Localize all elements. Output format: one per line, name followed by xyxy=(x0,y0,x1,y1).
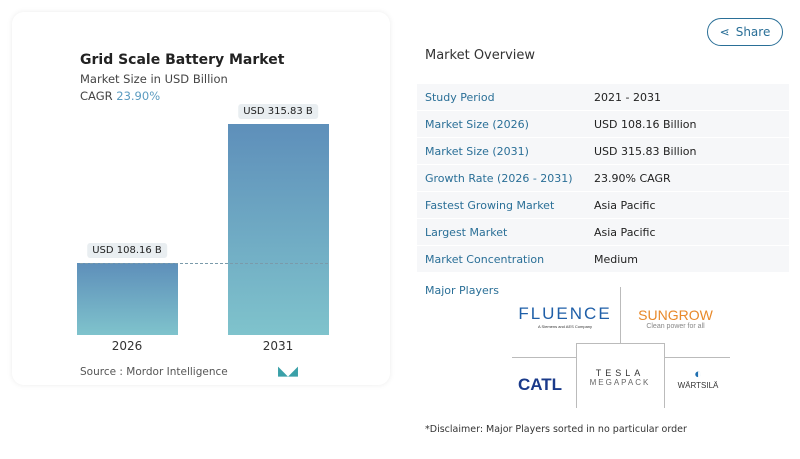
overview-row: Growth Rate (2026 - 2031) 23.90% CAGR xyxy=(417,165,789,192)
overview-row: Largest Market Asia Pacific xyxy=(417,219,789,246)
cagr-value: 23.90% xyxy=(116,89,161,103)
bar-2031 xyxy=(228,124,329,335)
row-value: Asia Pacific xyxy=(594,225,656,239)
divider xyxy=(620,287,621,343)
row-value: USD 315.83 Billion xyxy=(594,144,697,158)
overview-row: Market Size (2026) USD 108.16 Billion xyxy=(417,111,789,138)
mordor-logo-icon: ◣◢ xyxy=(278,364,298,379)
tesla-megapack-logo: TESLA MEGAPACK xyxy=(589,368,651,387)
row-label: Fastest Growing Market xyxy=(425,198,555,212)
row-value: USD 108.16 Billion xyxy=(594,117,697,131)
disclaimer: *Disclaimer: Major Players sorted in no … xyxy=(425,424,687,435)
row-value: Asia Pacific xyxy=(594,198,656,212)
bar-2026 xyxy=(77,262,178,335)
share-button[interactable]: ⋖ Share xyxy=(707,18,783,46)
share-label: Share xyxy=(735,25,771,39)
row-label: Market Concentration xyxy=(425,252,545,266)
overview-row: Study Period 2021 - 2031 xyxy=(417,84,789,111)
overview-row: Fastest Growing Market Asia Pacific xyxy=(417,192,789,219)
row-value: 23.90% CAGR xyxy=(594,171,671,185)
x-tick-label: 2031 xyxy=(262,339,294,353)
row-label: Growth Rate (2026 - 2031) xyxy=(425,171,573,185)
wartsila-logo: ◐ WÄRTSILÄ xyxy=(677,366,719,390)
tesla-box xyxy=(576,343,665,408)
chart-title: Grid Scale Battery Market xyxy=(80,52,285,68)
row-label: Market Size (2031) xyxy=(425,144,529,158)
fluence-logo: FLUENCE A Siemens and AES Company xyxy=(518,304,612,329)
source: Source : Mordor Intelligence xyxy=(80,366,228,378)
overview-row: Market Concentration Medium xyxy=(417,246,789,273)
chart-subtitle: Market Size in USD Billion xyxy=(80,72,228,86)
share-icon: ⋖ xyxy=(719,25,730,39)
reference-line xyxy=(80,263,328,264)
row-label: Study Period xyxy=(425,90,495,104)
overview-row: Market Size (2031) USD 315.83 Billion xyxy=(417,138,789,165)
cagr: CAGR 23.90% xyxy=(80,89,160,103)
row-value: Medium xyxy=(594,252,638,266)
major-players-title: Major Players xyxy=(425,284,499,297)
cagr-label: CAGR xyxy=(80,89,113,103)
data-label: USD 315.83 B xyxy=(238,104,318,119)
overview-title: Market Overview xyxy=(425,48,536,63)
sungrow-logo: SUNGROW Clean power for all xyxy=(638,307,713,330)
data-label: USD 108.16 B xyxy=(87,242,167,258)
x-tick-label: 2026 xyxy=(111,339,143,353)
row-value: 2021 - 2031 xyxy=(594,90,661,104)
row-label: Largest Market xyxy=(425,225,508,239)
catl-logo: CATL xyxy=(517,375,563,394)
row-label: Market Size (2026) xyxy=(425,117,529,131)
